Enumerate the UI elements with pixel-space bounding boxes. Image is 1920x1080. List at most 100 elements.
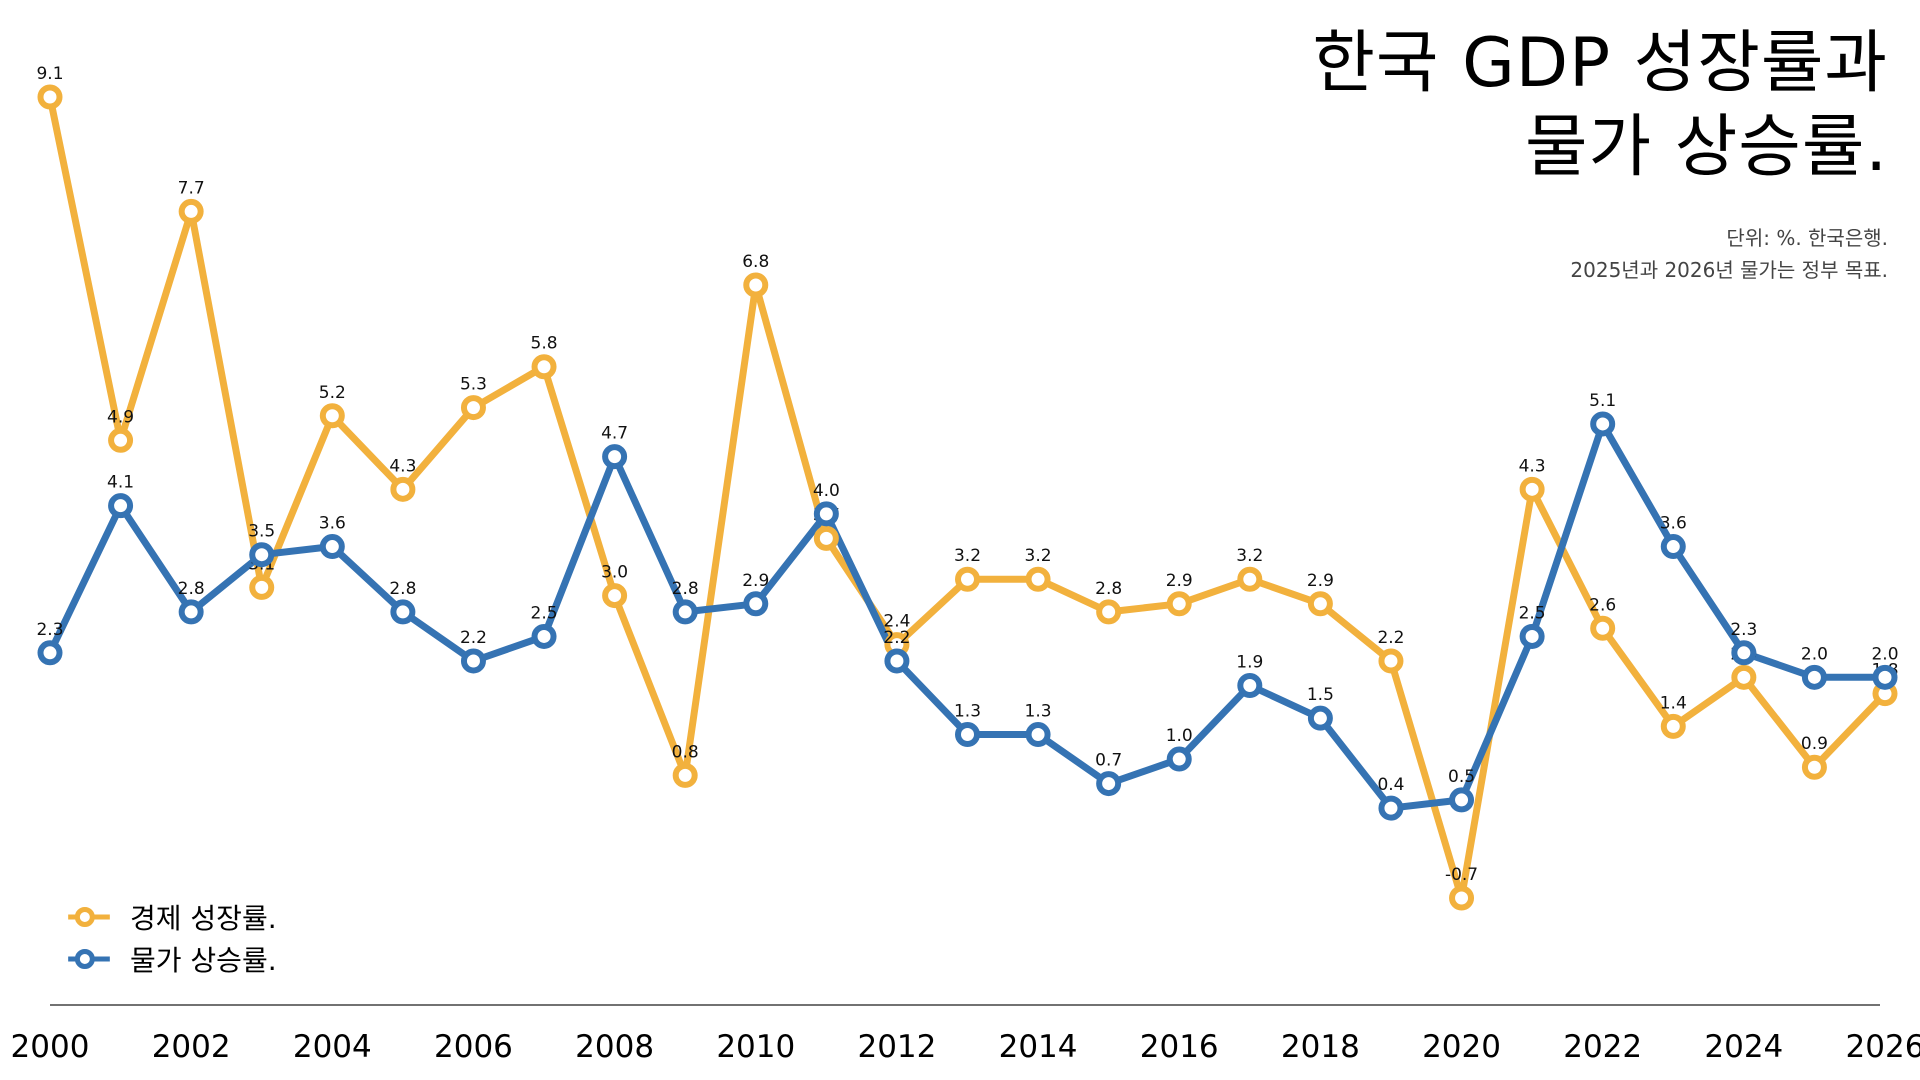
inflation-point	[955, 722, 980, 748]
growth-point	[1096, 599, 1122, 625]
inflation-data-label: 3.5	[248, 522, 275, 542]
inflation-data-label: 1.3	[954, 702, 981, 722]
growth-data-label: 2.8	[1095, 579, 1122, 599]
inflation-data-label: 1.0	[1166, 726, 1193, 746]
growth-point	[955, 566, 980, 592]
inflation-data-label: 2.0	[1801, 644, 1828, 664]
inflation-data-label: 0.7	[1095, 751, 1122, 771]
inflation-data-label: 2.5	[1519, 603, 1546, 623]
growth-point	[249, 574, 275, 600]
x-tick-label: 2006	[434, 1029, 513, 1065]
growth-data-label: 3.0	[601, 563, 628, 583]
inflation-point	[178, 599, 204, 625]
x-tick-label: 2004	[293, 1029, 372, 1065]
legend-item-inflation: 물가 상승률.	[64, 938, 277, 980]
inflation-data-label: 2.8	[178, 579, 205, 599]
inflation-point	[390, 599, 416, 625]
growth-point	[531, 354, 557, 380]
growth-point	[1378, 648, 1404, 674]
inflation-point	[319, 534, 345, 560]
growth-point	[1731, 664, 1757, 690]
inflation-point	[1590, 411, 1616, 437]
growth-point	[672, 762, 698, 788]
growth-data-label: 5.2	[319, 383, 346, 403]
inflation-data-label: 2.8	[389, 579, 416, 599]
growth-data-label: 4.9	[107, 407, 134, 427]
inflation-data-label: 2.5	[531, 603, 558, 623]
inflation-point	[460, 648, 486, 674]
x-tick-label: 2020	[1422, 1029, 1501, 1065]
inflation-data-label: 0.4	[1377, 775, 1404, 795]
chart-title-line-1: 한국 GDP 성장률과	[1312, 24, 1888, 103]
x-tick-label: 2014	[999, 1029, 1078, 1065]
inflation-data-label: 1.3	[1025, 702, 1052, 722]
legend-item-growth: 경제 성장률.	[64, 896, 277, 938]
growth-data-label: 9.1	[36, 64, 63, 84]
growth-data-label: 0.8	[672, 742, 699, 762]
inflation-data-label: 2.0	[1871, 644, 1898, 664]
inflation-point	[813, 501, 839, 527]
inflation-data-label: 2.2	[460, 628, 487, 648]
legend-swatch-growth	[68, 907, 110, 927]
growth-point	[178, 198, 204, 224]
growth-point	[1237, 566, 1263, 592]
growth-data-label: 3.2	[954, 546, 981, 566]
inflation-data-label: 2.3	[36, 620, 63, 640]
inflation-series-line	[46, 420, 1889, 812]
chart-title-line-2: 물가 상승률.	[1524, 108, 1888, 187]
growth-data-label: 3.2	[1025, 546, 1052, 566]
growth-data-label: 7.7	[178, 178, 205, 198]
inflation-data-label: 1.9	[1236, 652, 1263, 672]
growth-point	[1025, 566, 1051, 592]
x-tick-label: 2022	[1563, 1029, 1642, 1065]
x-tick-label: 2026	[1846, 1029, 1920, 1065]
growth-point	[390, 476, 416, 502]
inflation-data-label: 2.8	[672, 579, 699, 599]
growth-point	[1590, 615, 1616, 641]
growth-data-label: 2.2	[1377, 628, 1404, 648]
inflation-point	[1660, 534, 1686, 560]
inflation-point	[1307, 705, 1333, 731]
inflation-data-label: 0.5	[1448, 767, 1475, 787]
inflation-data-label: 2.3	[1730, 620, 1757, 640]
chart-subtitle: 단위: %. 한국은행. 2025년과 2026년 물가는 정부 목표.	[1570, 222, 1888, 286]
inflation-point	[1166, 746, 1192, 772]
growth-data-label: 2.9	[1166, 571, 1193, 591]
legend-swatch-inflation	[68, 949, 110, 969]
growth-data-label: 4.3	[389, 456, 416, 476]
growth-data-label: 4.3	[1519, 456, 1546, 476]
x-tick-label: 2012	[857, 1029, 936, 1065]
growth-point	[1519, 476, 1545, 502]
growth-data-label: 3.2	[1236, 546, 1263, 566]
x-tick-label: 2024	[1704, 1029, 1783, 1065]
growth-point	[813, 525, 839, 551]
legend-label-inflation: 물가 상승률.	[130, 944, 277, 977]
inflation-point	[1519, 623, 1545, 649]
inflation-point	[1731, 640, 1757, 666]
inflation-point	[531, 623, 557, 649]
inflation-point	[1449, 787, 1475, 813]
inflation-data-label: 4.1	[107, 473, 134, 493]
x-tick-label: 2018	[1281, 1029, 1360, 1065]
growth-point	[1801, 754, 1827, 780]
growth-point	[108, 427, 134, 453]
growth-series-line	[46, 93, 1889, 902]
growth-point	[37, 84, 63, 110]
growth-data-label: 2.9	[1307, 571, 1334, 591]
x-tick-label: 2002	[152, 1029, 231, 1065]
inflation-point	[672, 599, 698, 625]
growth-point	[1166, 591, 1192, 617]
inflation-point	[743, 591, 769, 617]
growth-data-label: 1.4	[1660, 693, 1687, 713]
inflation-point	[1025, 722, 1051, 748]
inflation-data-label: 2.2	[883, 628, 910, 648]
inflation-point	[884, 648, 910, 674]
inflation-point	[1237, 672, 1263, 698]
inflation-data-label: 3.6	[1660, 514, 1687, 534]
growth-data-label: 2.6	[1589, 595, 1616, 615]
growth-data-label: 5.8	[531, 334, 558, 354]
inflation-point	[37, 640, 63, 666]
x-tick-label: 2016	[1140, 1029, 1219, 1065]
growth-data-label: 0.9	[1801, 734, 1828, 754]
chart-title: 한국 GDP 성장률과 물가 상승률.	[1312, 22, 1888, 190]
